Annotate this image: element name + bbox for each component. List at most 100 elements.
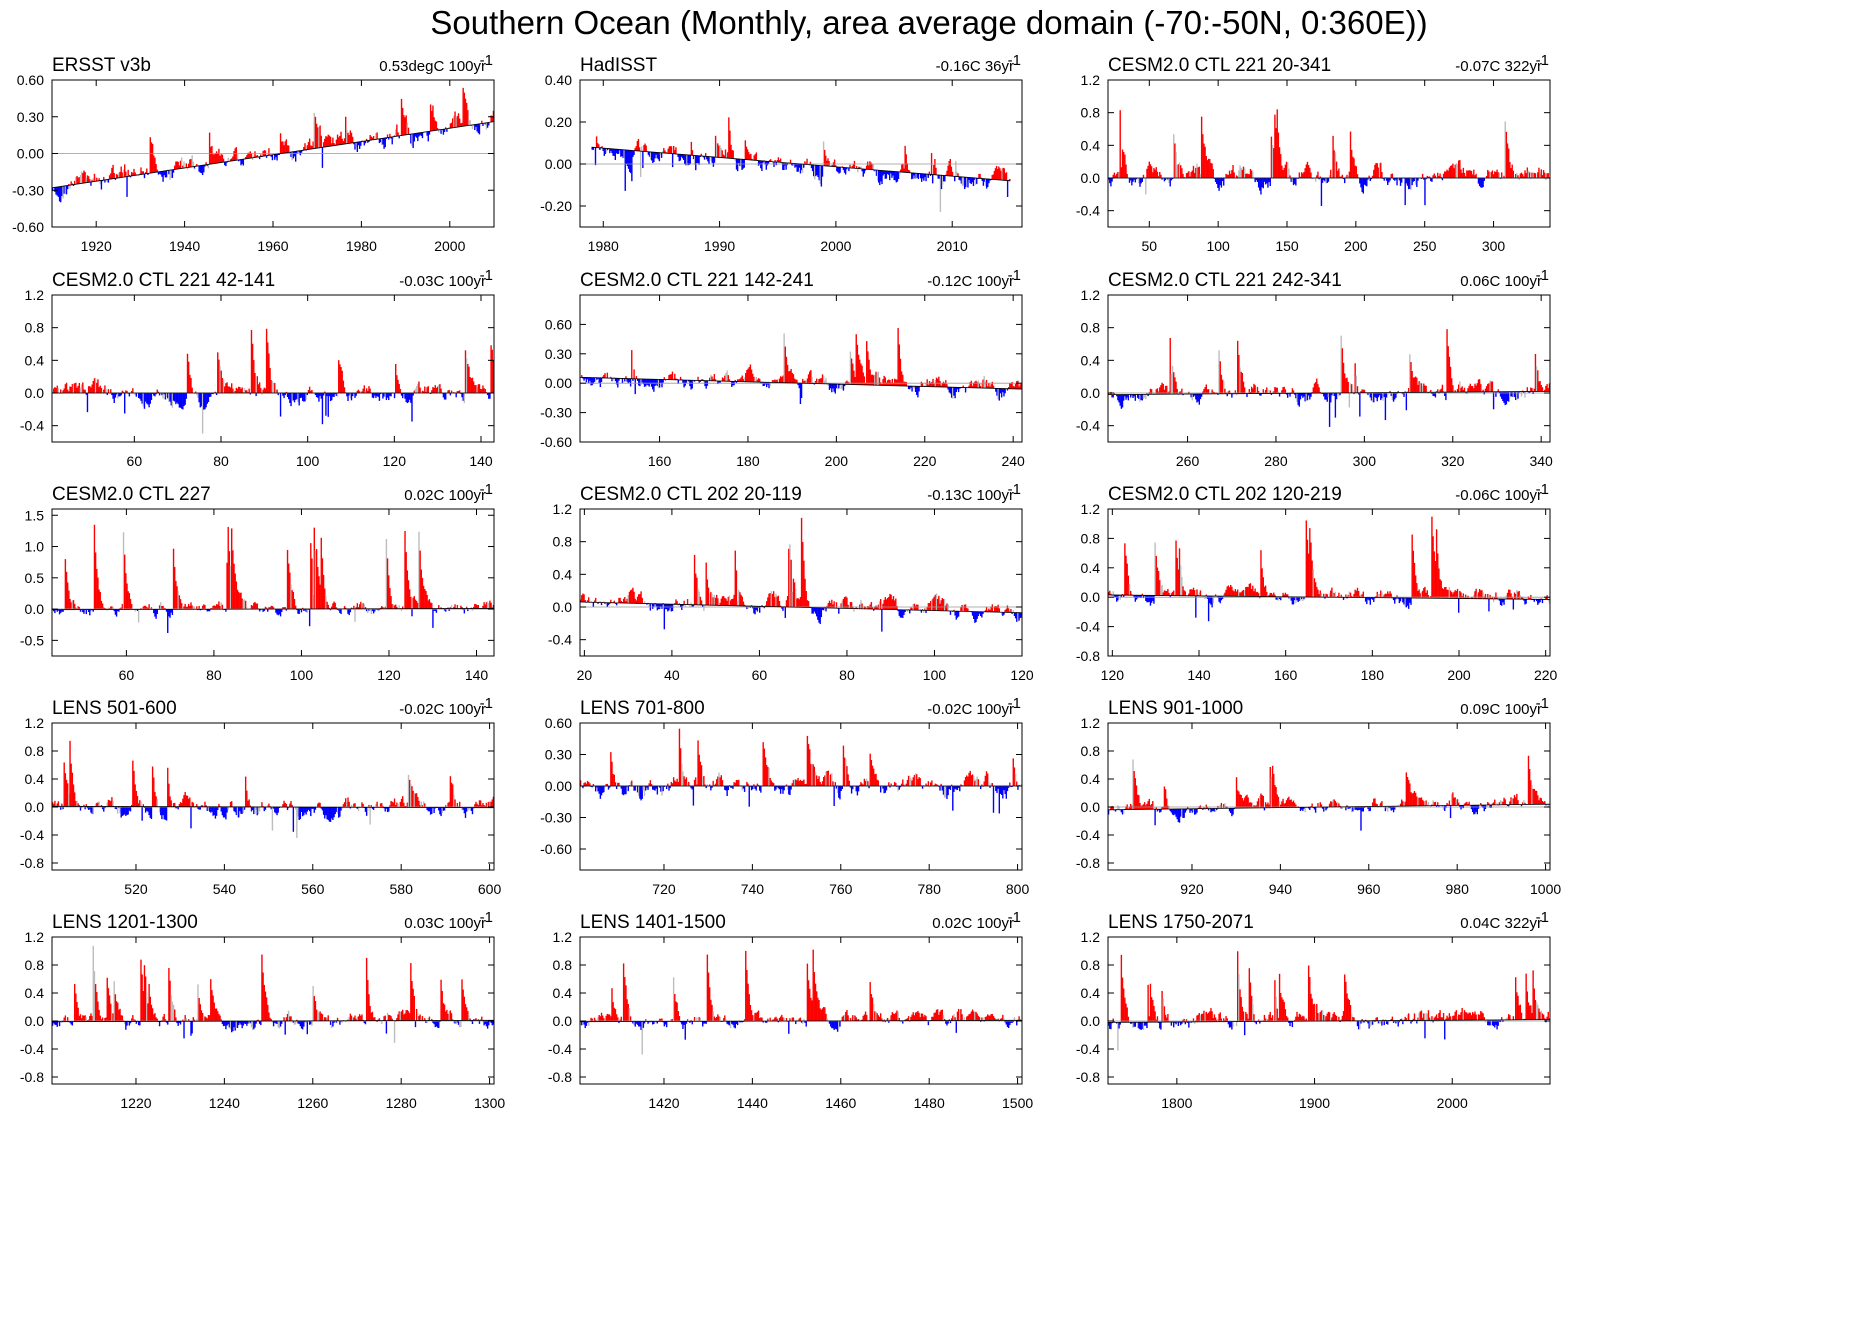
y-tick-label: -0.30: [12, 182, 44, 198]
x-tick-label: 1920: [81, 238, 112, 254]
x-tick-label: 20: [577, 667, 593, 683]
x-tick-label: 240: [1001, 453, 1025, 469]
chart-svg: CESM2.0 CTL 202 20-119 -0.13C 100yr-1 -0.4…: [548, 481, 1034, 683]
x-tick-label: 200: [1447, 667, 1471, 683]
y-tick-label: -0.4: [1076, 619, 1100, 635]
x-tick-label: 100: [1206, 238, 1230, 254]
trend-exponent: -1: [480, 52, 493, 69]
x-tick-label: 100: [923, 667, 947, 683]
trend-line: [51, 608, 495, 611]
chart-panel: CESM2.0 CTL 202 20-119 -0.13C 100yr -1 -0.4…: [528, 479, 1138, 732]
x-tick-label: 220: [913, 453, 937, 469]
y-tick-label: -0.60: [12, 219, 44, 235]
trend-exponent: -1: [1008, 267, 1021, 284]
y-tick-label: 0.60: [17, 72, 44, 88]
y-tick-label: 0.0: [1081, 170, 1101, 186]
trend-exponent: -1: [480, 481, 493, 498]
x-tick-label: 2010: [937, 238, 968, 254]
y-tick-label: 0.0: [25, 601, 45, 617]
y-tick-label: 0.4: [1081, 560, 1101, 576]
y-tick-label: 0.8: [1081, 105, 1101, 121]
x-tick-label: 120: [1101, 667, 1125, 683]
x-tick-label: 60: [119, 667, 135, 683]
y-tick-label: -0.8: [20, 855, 44, 871]
trend-exponent: -1: [1536, 695, 1549, 712]
plot-frame: [1107, 294, 1551, 443]
trend-exponent: -1: [1008, 52, 1021, 69]
x-tick-label: 180: [736, 453, 760, 469]
y-tick-label: -0.30: [540, 405, 572, 421]
plot-frame: [51, 294, 495, 443]
plot-frame: [579, 294, 1023, 443]
plot-frame: [51, 508, 495, 657]
y-tick-label: 0.4: [553, 566, 573, 582]
y-tick-label: 0.00: [545, 375, 572, 391]
x-tick-label: 1990: [704, 238, 735, 254]
chart-panel: ERSST v3b 0.53degC 100yr -1 -0.60 -0.30 0.00 0…: [0, 50, 610, 303]
y-tick-label: 0.0: [1081, 589, 1101, 605]
x-tick-label: 140: [465, 667, 489, 683]
y-tick-label: 0.4: [25, 352, 45, 368]
y-tick-label: 0.0: [25, 385, 45, 401]
trend-line: [579, 601, 1023, 614]
anomaly-bars: [591, 117, 1011, 212]
x-tick-label: 600: [478, 881, 502, 897]
y-tick-label: 1.2: [1081, 501, 1101, 517]
x-tick-label: 1960: [257, 238, 288, 254]
x-tick-label: 2000: [820, 238, 851, 254]
anomaly-bars: [579, 728, 1023, 814]
y-tick-label: 1.0: [25, 539, 45, 555]
x-tick-label: 200: [1344, 238, 1368, 254]
x-tick-label: 540: [213, 881, 237, 897]
anomaly-bars: [1107, 329, 1551, 427]
x-tick-label: 340: [1529, 453, 1553, 469]
trend-line: [51, 121, 495, 189]
chart-panel: CESM2.0 CTL 221 42-141 -0.03C 100yr -1 -0.4…: [0, 265, 610, 518]
trend-line: [51, 805, 495, 809]
x-tick-label: 220: [1534, 667, 1558, 683]
panel-title: LENS 501-600: [52, 698, 177, 719]
x-tick-label: 560: [301, 881, 325, 897]
panel-title: LENS 901-1000: [1108, 698, 1243, 719]
chart-svg: LENS 901-1000 0.09C 100yr-1-0.8-0.40.00.4…: [1076, 695, 1561, 897]
x-tick-label: 760: [829, 881, 853, 897]
x-tick-label: 160: [1274, 667, 1298, 683]
panel-title: CESM2.0 CTL 221 42-141: [52, 270, 275, 291]
chart-svg: CESM2.0 CTL 202 120-219 -0.06C 100yr-1 -0.…: [1076, 481, 1558, 683]
y-tick-label: 0.0: [25, 799, 45, 815]
trend-label: 0.53degC 100yr: [379, 58, 486, 75]
panel-title: CESM2.0 CTL 221 242-341: [1108, 270, 1342, 291]
trend-line: [1107, 390, 1551, 396]
trend-label: 0.02C 100yr: [404, 487, 486, 504]
y-tick-label: -0.60: [540, 841, 572, 857]
panel-title: LENS 701-800: [580, 698, 705, 719]
x-tick-label: 120: [377, 667, 401, 683]
y-tick-label: -0.4: [1076, 418, 1100, 434]
x-tick-label: 140: [1187, 667, 1211, 683]
x-tick-label: 80: [839, 667, 855, 683]
plot-frame: [579, 508, 1023, 657]
anomaly-bars: [51, 524, 495, 634]
chart-panel: HadISST -0.16C 36yr -1 -0.20 0.00 0.20 0.40 198…: [528, 50, 1138, 303]
y-tick-label: 0.30: [545, 747, 572, 763]
chart-panel: CESM2.0 CTL 202 120-219 -0.06C 100yr -1 -0.…: [1056, 479, 1666, 732]
x-tick-label: 780: [918, 881, 942, 897]
x-tick-label: 300: [1482, 238, 1506, 254]
trend-label: -0.13C 100yr: [927, 487, 1014, 504]
x-tick-label: 580: [390, 881, 414, 897]
x-tick-label: 2000: [434, 238, 465, 254]
anomaly-bars: [51, 87, 495, 203]
x-tick-label: 120: [383, 453, 407, 469]
x-tick-label: 1940: [169, 238, 200, 254]
plot-frame: [1107, 79, 1551, 228]
x-tick-label: 150: [1275, 238, 1299, 254]
trend-exponent: -1: [1536, 481, 1549, 498]
anomaly-bars: [1107, 755, 1551, 831]
trend-exponent: -1: [1008, 695, 1021, 712]
chart-panel: CESM2.0 CTL 227 0.02C 100yr -1 -0.5 0.0 0.5 1.…: [0, 479, 610, 732]
x-tick-label: 80: [213, 453, 229, 469]
x-tick-label: 140: [469, 453, 493, 469]
y-tick-label: 0.4: [1081, 352, 1101, 368]
chart-panel: LENS 501-600 -0.02C 100yr -1 -0.8 -0.4 0.0 0.4…: [0, 693, 610, 946]
panel-title: CESM2.0 CTL 202 20-119: [580, 484, 802, 505]
